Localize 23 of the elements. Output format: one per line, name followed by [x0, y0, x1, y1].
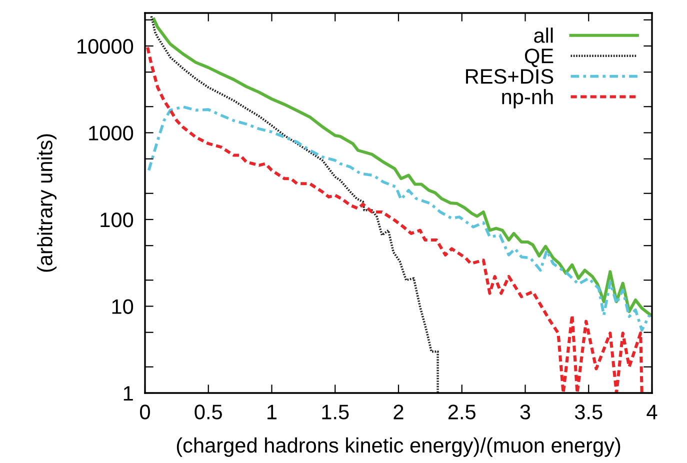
x-tick-label: 4 [646, 404, 658, 420]
line-series [146, 46, 644, 393]
x-tick-label: 2 [394, 404, 404, 420]
x-axis-title: (charged hadrons kinetic energy)/(muon energy) [176, 437, 620, 457]
y-tick-label: 100 [100, 212, 134, 228]
x-tick-label: 1 [268, 404, 277, 420]
x-tick-label: 3.5 [574, 404, 602, 420]
x-tick-label: 0 [140, 404, 150, 420]
legend-label: QE [524, 48, 554, 68]
line-series [150, 15, 439, 393]
line-series [152, 18, 652, 317]
x-tick-label: 3 [520, 404, 530, 420]
x-tick-label: 1.5 [322, 404, 349, 420]
y-tick-label: 10000 [78, 38, 134, 54]
y-axis-title: (arbitrary units) [37, 134, 57, 272]
legend-label: all [534, 28, 553, 43]
x-tick-label: 2.5 [448, 404, 476, 420]
legend-label: np-nh [502, 88, 553, 108]
y-tick-label: 1 [124, 386, 133, 401]
y-tick-label: 10 [112, 299, 134, 314]
y-tick-label: 1000 [89, 126, 134, 140]
legend-label: RES+DIS [466, 69, 554, 84]
x-tick-label: 0.5 [194, 404, 222, 420]
